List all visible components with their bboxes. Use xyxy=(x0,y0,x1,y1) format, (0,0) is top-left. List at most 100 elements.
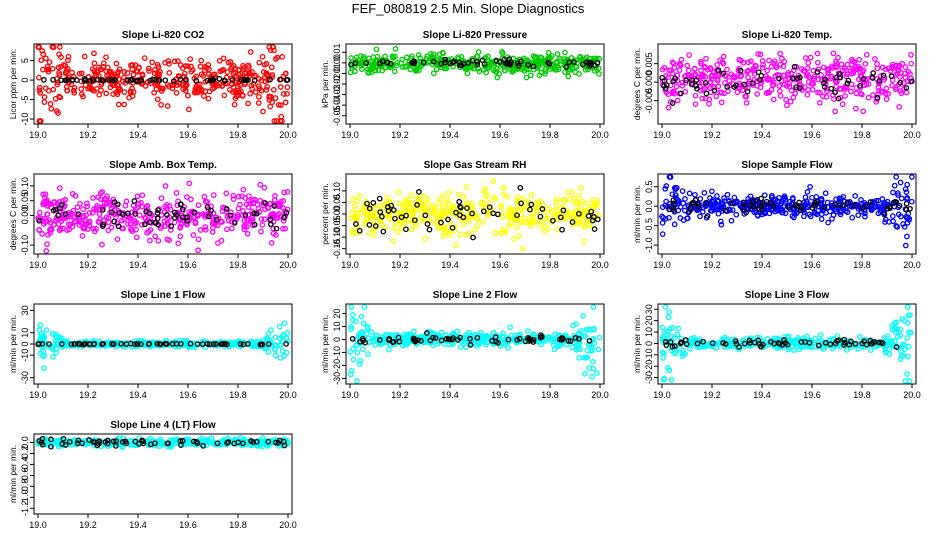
data-point xyxy=(662,202,669,209)
data-point xyxy=(899,341,906,348)
data-point xyxy=(824,88,830,95)
data-point xyxy=(662,339,669,345)
data-point xyxy=(45,66,52,73)
data-point xyxy=(903,200,910,207)
x-tick-label: 20.0 xyxy=(903,130,921,140)
data-point xyxy=(659,349,666,356)
data-point xyxy=(213,216,220,223)
data-point xyxy=(827,341,834,348)
data-point xyxy=(492,230,499,236)
data-point xyxy=(271,203,278,209)
x-tick-label: 19.4 xyxy=(753,130,771,140)
data-point xyxy=(594,370,600,376)
data-point xyxy=(673,184,680,191)
data-point xyxy=(741,81,748,88)
data-point xyxy=(258,228,264,235)
data-point xyxy=(349,209,355,216)
data-point xyxy=(586,365,593,371)
data-point xyxy=(821,204,828,211)
x-tick-label: 19.6 xyxy=(491,390,509,400)
data-point xyxy=(809,205,816,211)
data-point xyxy=(354,349,361,356)
data-point xyxy=(701,190,708,196)
y-tick-label: 30 xyxy=(20,305,30,315)
data-point xyxy=(590,327,597,333)
data-point xyxy=(586,338,593,344)
y-tick-label: -0.5 xyxy=(644,218,654,234)
data-point xyxy=(853,105,859,112)
data-point xyxy=(101,199,108,206)
data-point xyxy=(820,93,826,100)
y-tick-label: -30 xyxy=(20,371,30,384)
data-point xyxy=(180,214,186,221)
data-point xyxy=(128,62,134,69)
data-point xyxy=(103,214,110,220)
y-tick-label: 0.01 xyxy=(332,44,342,62)
data-point xyxy=(554,196,561,203)
data-point xyxy=(537,332,544,338)
data-point xyxy=(897,356,904,362)
data-point xyxy=(548,338,555,344)
data-point xyxy=(805,79,812,85)
y-tick-label: -5 xyxy=(20,96,30,104)
data-point xyxy=(202,438,209,445)
data-point xyxy=(741,199,748,206)
data-point xyxy=(464,205,470,211)
data-point xyxy=(249,343,256,350)
data-point xyxy=(216,57,223,64)
data-point xyxy=(146,210,153,217)
data-point xyxy=(387,60,394,67)
data-point xyxy=(893,344,900,350)
data-point xyxy=(592,62,598,69)
data-point xyxy=(162,77,169,84)
data-point xyxy=(844,209,851,216)
data-point xyxy=(679,188,686,194)
data-point xyxy=(402,64,408,70)
data-point xyxy=(750,203,757,210)
x-tick-label: 20.0 xyxy=(591,260,609,270)
data-point xyxy=(103,68,110,75)
data-point xyxy=(768,194,775,201)
data-point xyxy=(516,335,523,342)
data-point xyxy=(273,232,279,238)
data-point xyxy=(457,231,464,238)
data-point xyxy=(187,56,194,62)
data-point xyxy=(413,222,420,229)
data-point xyxy=(836,86,843,92)
data-point xyxy=(138,341,144,347)
data-point xyxy=(573,321,579,327)
data-point xyxy=(270,44,276,50)
data-point xyxy=(366,222,373,228)
data-point xyxy=(127,221,134,227)
data-point xyxy=(363,330,370,337)
data-point xyxy=(465,329,472,336)
data-point xyxy=(56,438,63,444)
data-point xyxy=(37,118,44,124)
data-point xyxy=(669,325,676,331)
data-point xyxy=(588,208,595,215)
data-point xyxy=(700,338,706,345)
data-point xyxy=(152,233,158,240)
data-point xyxy=(582,67,589,73)
data-point xyxy=(265,341,272,347)
data-point xyxy=(549,208,555,215)
data-point xyxy=(109,341,115,347)
data-point xyxy=(679,351,686,357)
data-point xyxy=(837,211,844,218)
data-point xyxy=(682,88,689,95)
data-point xyxy=(714,203,721,210)
data-point xyxy=(228,66,234,72)
y-tick-label: 0.000 xyxy=(644,71,654,94)
data-point xyxy=(695,204,702,210)
data-point xyxy=(80,341,87,348)
data-point xyxy=(456,198,463,205)
data-point xyxy=(577,54,583,61)
y-axis-label: degrees C per min. xyxy=(8,178,18,250)
x-tick-label: 19.8 xyxy=(541,260,559,270)
data-point xyxy=(677,340,684,347)
x-tick-label: 20.0 xyxy=(279,260,297,270)
data-point xyxy=(251,210,257,217)
data-point xyxy=(517,184,524,191)
